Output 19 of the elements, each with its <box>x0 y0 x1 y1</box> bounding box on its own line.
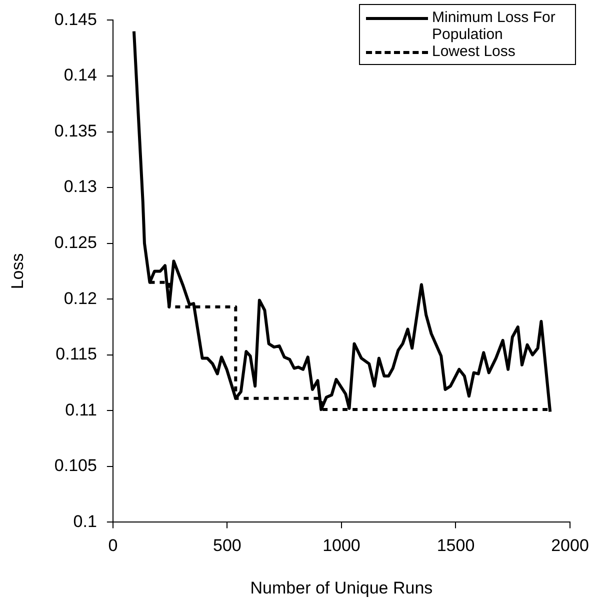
y-tick-label: 0.135 <box>54 121 97 140</box>
x-tick-label: 1500 <box>436 536 475 556</box>
x-tick-label: 1000 <box>322 536 360 556</box>
y-tick-label: 0.1 <box>73 512 97 531</box>
legend-label: Lowest Loss <box>432 43 516 60</box>
y-tick-label: 0.115 <box>56 344 97 364</box>
x-tick-label: 2000 <box>551 536 589 556</box>
y-tick-label: 0.12 <box>64 288 97 308</box>
y-tick-label: 0.13 <box>64 177 97 196</box>
y-tick-label: 0.14 <box>64 66 97 85</box>
x-tick-label: 500 <box>213 536 242 556</box>
y-tick-label: 0.105 <box>54 456 97 476</box>
x-tick-label: 0 <box>108 536 118 556</box>
x-axis-title: Number of Unique Runs <box>250 578 433 598</box>
y-tick-label: 0.11 <box>65 400 97 420</box>
y-tick-label: 0.145 <box>54 10 97 29</box>
legend-label: Minimum Loss For Population <box>432 9 556 43</box>
y-tick-label: 0.125 <box>54 233 97 252</box>
y-axis-title: Loss <box>8 253 27 290</box>
